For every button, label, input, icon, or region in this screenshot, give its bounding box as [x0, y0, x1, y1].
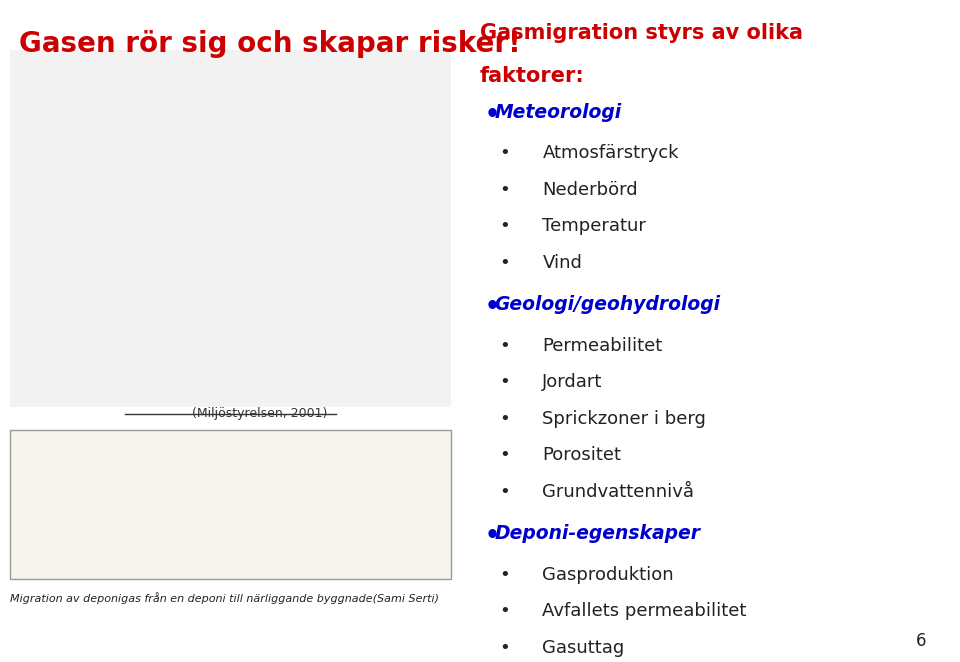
FancyBboxPatch shape — [10, 430, 451, 579]
Text: •: • — [499, 483, 510, 500]
Text: •: • — [499, 410, 510, 428]
FancyBboxPatch shape — [10, 50, 451, 407]
Text: •: • — [499, 566, 510, 584]
Text: 6: 6 — [916, 632, 926, 650]
Text: •: • — [499, 602, 510, 620]
Text: •: • — [485, 524, 500, 548]
Text: Porositet: Porositet — [542, 446, 621, 464]
Text: Meteorologi: Meteorologi — [494, 103, 621, 122]
Text: •: • — [499, 254, 510, 271]
Text: •: • — [499, 373, 510, 391]
Text: Gasproduktion: Gasproduktion — [542, 566, 674, 584]
Text: Permeabilitet: Permeabilitet — [542, 337, 662, 355]
Text: •: • — [485, 295, 500, 319]
Text: Grundvattennivå: Grundvattennivå — [542, 483, 694, 500]
Text: Vind: Vind — [542, 254, 583, 271]
Text: •: • — [485, 103, 500, 126]
Text: Avfallets permeabilitet: Avfallets permeabilitet — [542, 602, 747, 620]
Text: Geologi/geohydrologi: Geologi/geohydrologi — [494, 295, 720, 314]
Text: •: • — [499, 181, 510, 199]
Text: Nederbörd: Nederbörd — [542, 181, 638, 199]
Text: Gasmigration styrs av olika: Gasmigration styrs av olika — [480, 23, 803, 43]
Text: Gasuttag: Gasuttag — [542, 639, 625, 657]
Text: Sprickzoner i berg: Sprickzoner i berg — [542, 410, 707, 428]
Text: Atmosfärstryck: Atmosfärstryck — [542, 144, 679, 162]
Text: Gasen rör sig och skapar risker!: Gasen rör sig och skapar risker! — [19, 30, 521, 58]
Text: •: • — [499, 639, 510, 657]
Text: Deponi-egenskaper: Deponi-egenskaper — [494, 524, 701, 544]
Text: faktorer:: faktorer: — [480, 66, 585, 86]
Text: Temperatur: Temperatur — [542, 217, 646, 235]
Text: (Miljöstyrelsen, 2001): (Miljöstyrelsen, 2001) — [191, 407, 327, 420]
Text: •: • — [499, 144, 510, 162]
Text: Jordart: Jordart — [542, 373, 603, 391]
Text: Migration av deponigas från en deponi till närliggande byggnade(Sami Serti): Migration av deponigas från en deponi ti… — [10, 592, 439, 604]
Text: •: • — [499, 217, 510, 235]
Text: •: • — [499, 446, 510, 464]
Text: •: • — [499, 337, 510, 355]
